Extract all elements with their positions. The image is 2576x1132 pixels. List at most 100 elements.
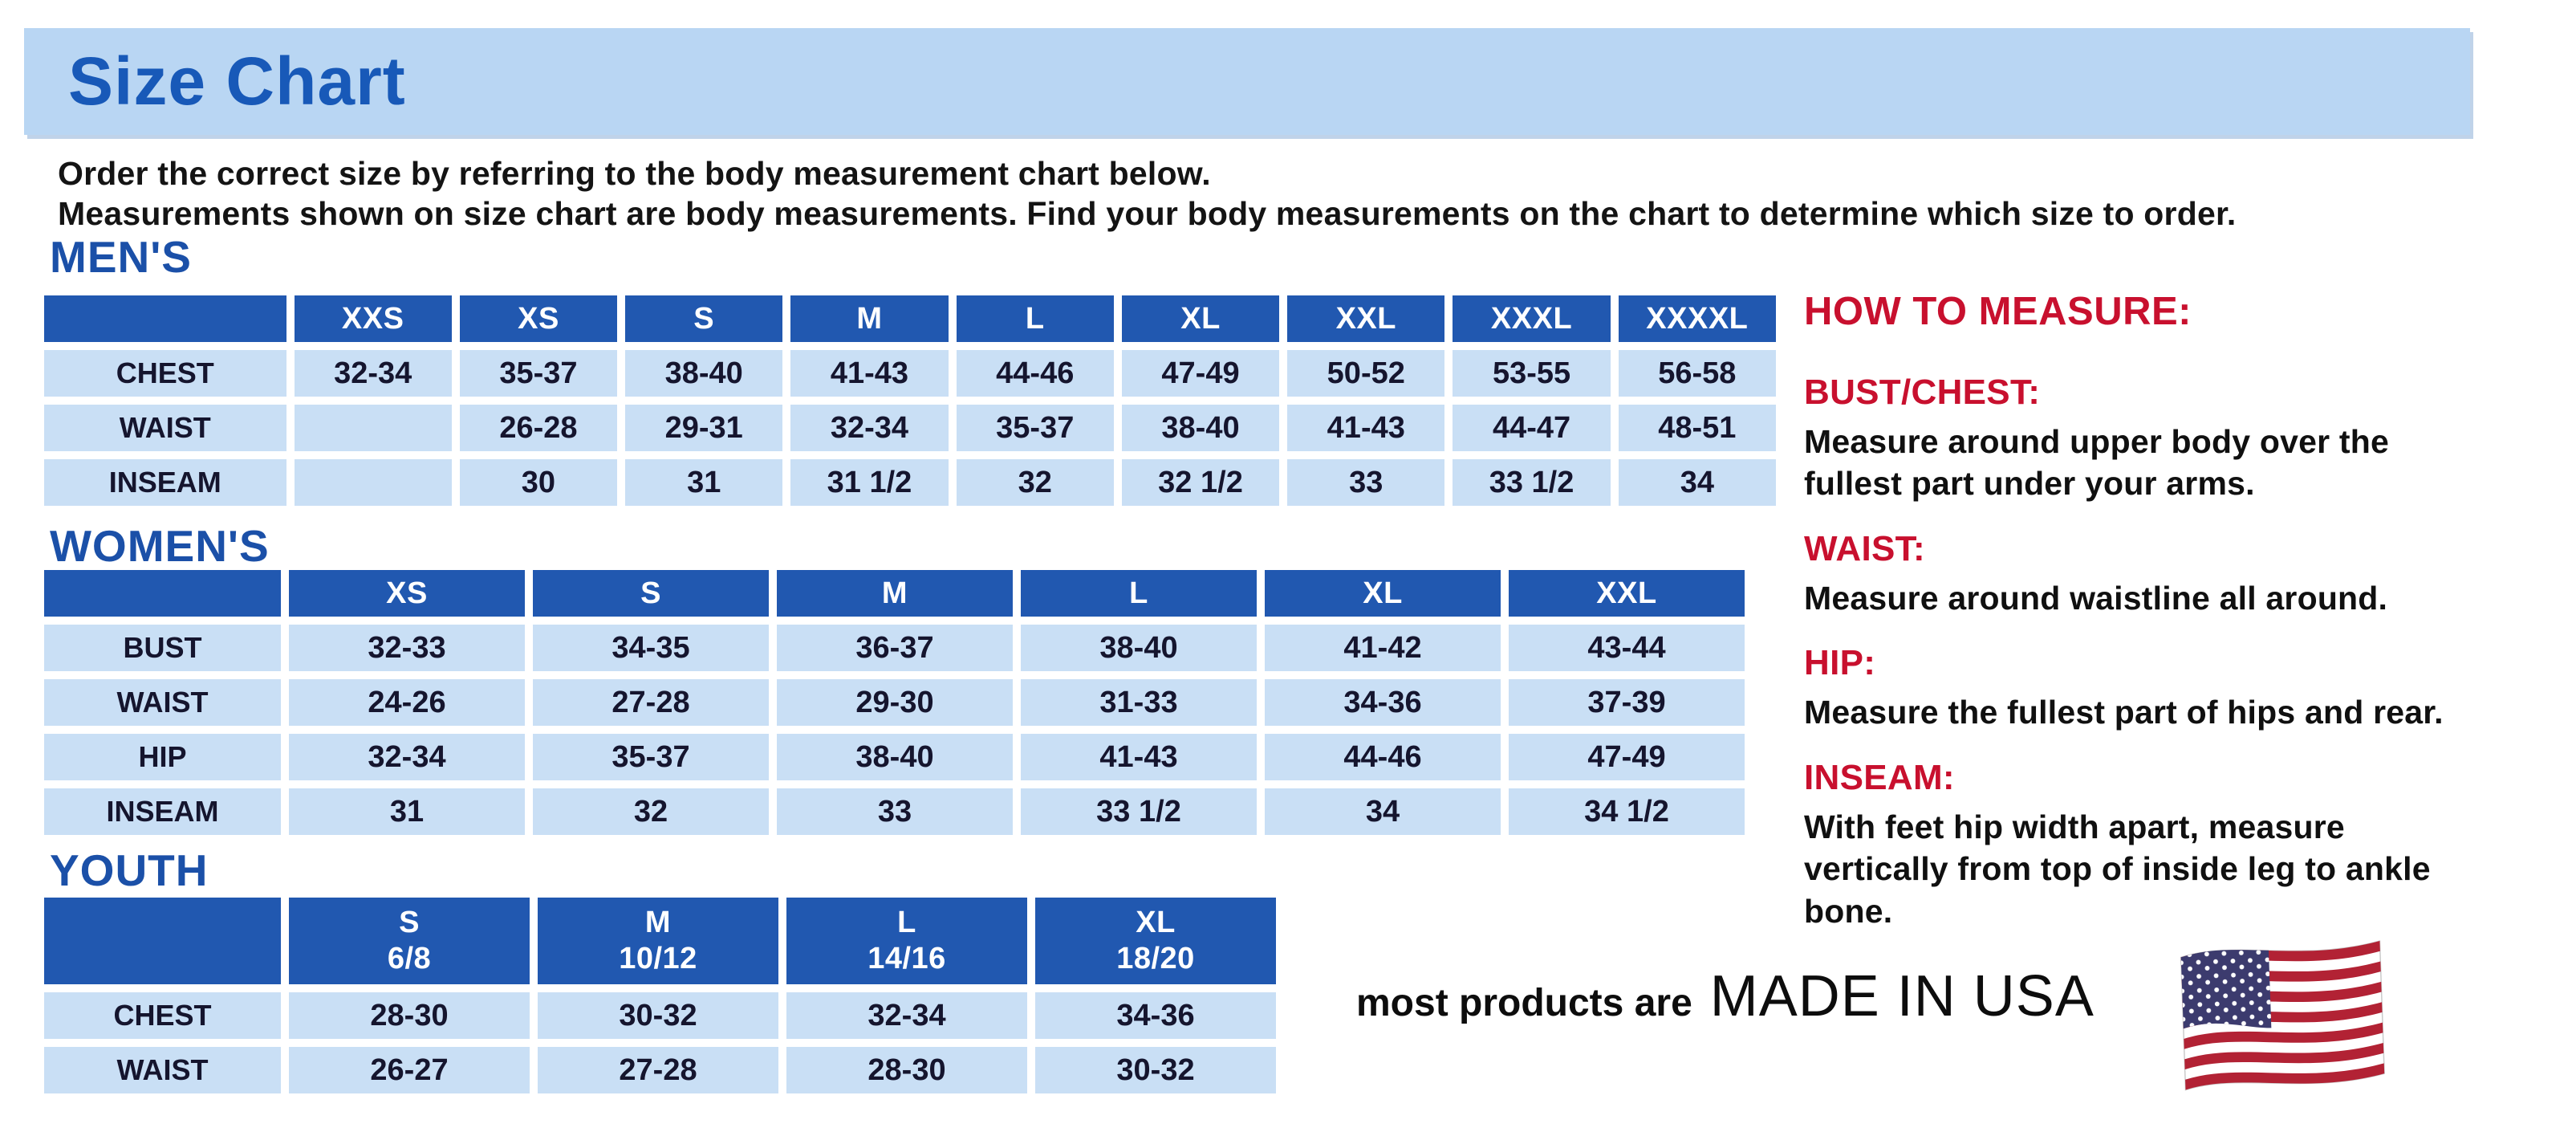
size-value-cell: 24-26: [289, 679, 525, 726]
measure-label-bust-chest: BUST/CHEST:: [1804, 373, 2041, 412]
page-title: Size Chart: [68, 43, 406, 119]
size-value-cell: 48-51: [1618, 405, 1776, 451]
size-value-cell: 44-47: [1453, 405, 1611, 451]
size-column-header: M: [790, 295, 949, 342]
size-column-header: XL: [1121, 295, 1280, 342]
measurement-row-label: INSEAM: [44, 788, 281, 835]
table-row: WAIST 26-28 29-31 32-34 35-37 38-40 41-43 44-47…: [44, 405, 1776, 451]
size-column-header: S 6/8: [289, 898, 530, 984]
size-column-header: XXL: [1287, 295, 1445, 342]
table-corner-cell: [44, 295, 286, 342]
size-value-cell: 30-32: [1035, 1047, 1276, 1093]
size-value-cell: 27-28: [538, 1047, 778, 1093]
measure-label-hip: HIP:: [1804, 643, 1876, 683]
size-column-header: XS: [459, 295, 618, 342]
size-value-cell: 32 1/2: [1121, 459, 1280, 506]
size-value-cell: 26-28: [459, 405, 618, 451]
section-heading-youth: YOUTH: [50, 845, 209, 895]
size-value-cell: 34-36: [1035, 992, 1276, 1039]
size-value-cell: 34-36: [1265, 679, 1501, 726]
size-value-cell: 37-39: [1509, 679, 1745, 726]
size-value-cell: 53-55: [1453, 350, 1611, 397]
measurement-row-label: WAIST: [44, 405, 286, 451]
size-value-cell: 41-43: [790, 350, 949, 397]
size-value-cell: 32-34: [790, 405, 949, 451]
size-value-cell: 34: [1618, 459, 1776, 506]
table-row: CHEST 28-30 30-32 32-34 34-36: [44, 992, 1276, 1039]
womens-size-table: XS S M L XL XXL BUST 32-33 34-35 36-37 38-40 41-42 4…: [36, 562, 1753, 843]
made-in-usa-text: MADE IN USA: [1709, 964, 2095, 1028]
footer-prefix-text: most products are: [1356, 982, 1692, 1024]
size-column-header: XS: [289, 570, 525, 617]
table-row: WAIST 24-26 27-28 29-30 31-33 34-36 37-39: [44, 679, 1745, 726]
measurement-row-label: HIP: [44, 734, 281, 780]
size-column-header: S: [625, 295, 783, 342]
measurement-row-label: BUST: [44, 625, 281, 671]
size-value-cell: 38-40: [777, 734, 1013, 780]
measure-text-bust-chest: Measure around upper body over the fulle…: [1804, 423, 2389, 503]
size-value-cell: [294, 405, 452, 451]
size-value-cell: 27-28: [533, 679, 769, 726]
size-column-header: M: [777, 570, 1013, 617]
measure-text-inseam: With feet hip width apart, measure verti…: [1804, 808, 2431, 930]
size-value-cell: 34-35: [533, 625, 769, 671]
size-column-header: XXXL: [1453, 295, 1611, 342]
how-to-measure-panel: HOW TO MEASURE: BUST/CHEST: Measure arou…: [1804, 289, 2494, 932]
size-column-header: L: [1021, 570, 1257, 617]
made-in-usa-line: most products are MADE IN USA: [1356, 963, 2095, 1029]
size-value-cell: 29-31: [625, 405, 783, 451]
table-row: INSEAM 30 31 31 1/2 32 32 1/2 33 33 1/2 34: [44, 459, 1776, 506]
measure-label-inseam: INSEAM:: [1804, 757, 1955, 797]
size-column-header: XXL: [1509, 570, 1745, 617]
size-value-cell: 50-52: [1287, 350, 1445, 397]
size-value-cell: 31-33: [1021, 679, 1257, 726]
size-value-cell: 44-46: [1265, 734, 1501, 780]
size-value-cell: 31: [625, 459, 783, 506]
size-value-cell: 32-34: [294, 350, 452, 397]
measurement-row-label: INSEAM: [44, 459, 286, 506]
table-row: BUST 32-33 34-35 36-37 38-40 41-42 43-44: [44, 625, 1745, 671]
section-heading-mens: MEN'S: [50, 232, 192, 282]
size-column-header: XXS: [294, 295, 452, 342]
table-row: CHEST 32-34 35-37 38-40 41-43 44-46 47-49 50-52…: [44, 350, 1776, 397]
size-column-header: L 14/16: [786, 898, 1027, 984]
size-value-cell: 30: [459, 459, 618, 506]
size-value-cell: 38-40: [1021, 625, 1257, 671]
size-value-cell: 35-37: [533, 734, 769, 780]
table-row: WAIST 26-27 27-28 28-30 30-32: [44, 1047, 1276, 1093]
measurement-row-label: WAIST: [44, 679, 281, 726]
size-value-cell: 34: [1265, 788, 1501, 835]
measure-label-waist: WAIST:: [1804, 528, 1925, 568]
size-value-cell: 38-40: [625, 350, 783, 397]
measurement-row-label: WAIST: [44, 1047, 281, 1093]
table-corner-cell: [44, 898, 281, 984]
size-value-cell: 38-40: [1121, 405, 1280, 451]
measurement-row-label: CHEST: [44, 350, 286, 397]
size-value-cell: 47-49: [1509, 734, 1745, 780]
intro-line-2: Measurements shown on size chart are bod…: [58, 195, 2237, 232]
size-value-cell: 33: [1287, 459, 1445, 506]
how-to-measure-title: HOW TO MEASURE:: [1804, 290, 2192, 333]
size-value-cell: 41-43: [1021, 734, 1257, 780]
size-value-cell: 33 1/2: [1453, 459, 1611, 506]
measure-text-waist: Measure around waistline all around.: [1804, 579, 2388, 617]
size-value-cell: 32-34: [289, 734, 525, 780]
youth-size-table: S 6/8 M 10/12 L 14/16 XL 18/20 CHEST 28-30 30-…: [36, 890, 1284, 1101]
size-value-cell: 33 1/2: [1021, 788, 1257, 835]
size-column-header: XXXXL: [1618, 295, 1776, 342]
size-column-header: M 10/12: [538, 898, 778, 984]
size-column-header: XL: [1265, 570, 1501, 617]
intro-line-1: Order the correct size by referring to t…: [58, 155, 1211, 192]
table-row: INSEAM 31 32 33 33 1/2 34 34 1/2: [44, 788, 1745, 835]
size-value-cell: 31: [289, 788, 525, 835]
size-value-cell: 56-58: [1618, 350, 1776, 397]
size-value-cell: 32-34: [786, 992, 1027, 1039]
size-value-cell: 29-30: [777, 679, 1013, 726]
size-value-cell: 35-37: [459, 350, 618, 397]
title-banner: Size Chart: [24, 28, 2470, 135]
mens-size-table: XXS XS S M L XL XXL XXXL XXXXL CHEST 32-34 35-37 38-…: [36, 287, 1784, 514]
size-value-cell: 35-37: [956, 405, 1114, 451]
size-value-cell: 32: [533, 788, 769, 835]
table-corner-cell: [44, 570, 281, 617]
size-value-cell: 41-42: [1265, 625, 1501, 671]
